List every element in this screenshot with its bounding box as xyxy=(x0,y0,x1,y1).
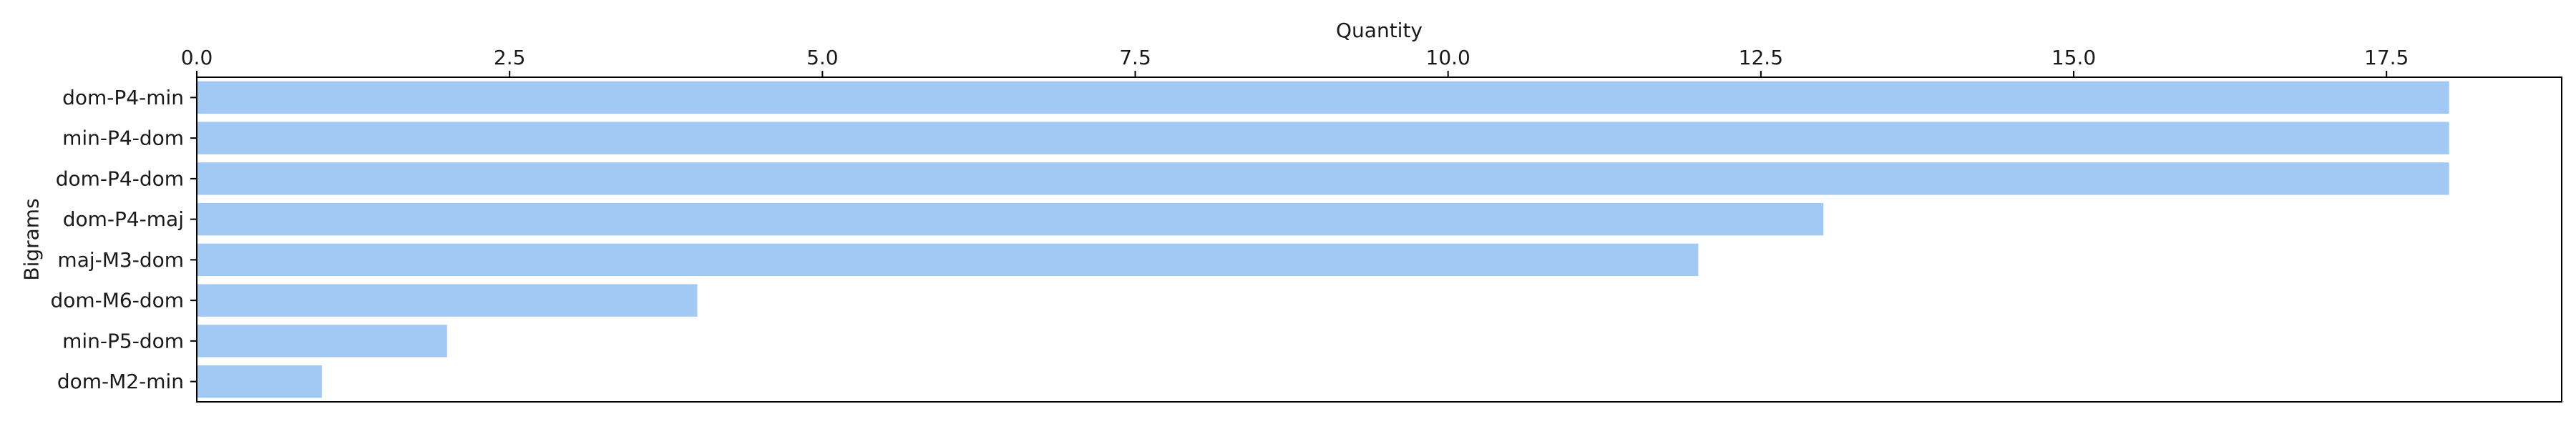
bar-dom-P4-dom xyxy=(197,162,2449,195)
bar-maj-M3-dom xyxy=(197,243,1699,277)
x-tick-label: 0.0 xyxy=(181,46,213,69)
x-tick-label: 5.0 xyxy=(806,46,839,69)
x-tick-label: 2.5 xyxy=(494,46,526,69)
plot-frame xyxy=(196,77,2562,403)
y-tick-label: dom-M2-min xyxy=(57,370,184,393)
y-tick-label: min-P5-dom xyxy=(62,329,184,352)
bar-dom-P4-maj xyxy=(197,202,1824,236)
bar-dom-M2-min xyxy=(197,365,322,398)
y-tick-label: dom-P4-dom xyxy=(56,167,184,190)
bar-dom-M6-dom xyxy=(197,284,698,317)
x-tick-label: 12.5 xyxy=(1739,46,1783,69)
x-tick-label: 7.5 xyxy=(1119,46,1151,69)
bar-min-P5-dom xyxy=(197,325,447,358)
x-tick-label: 15.0 xyxy=(2051,46,2096,69)
y-tick-label: maj-M3-dom xyxy=(57,248,184,272)
bar-dom-P4-min xyxy=(197,81,2449,114)
x-tick-label: 10.0 xyxy=(1426,46,1470,69)
y-ticks-layer: dom-P4-min min-P4-dom dom-P4-dom dom-P4-maj… xyxy=(50,86,197,393)
y-axis-title: Bigrams xyxy=(20,198,44,280)
x-tick-label: 17.5 xyxy=(2364,46,2409,69)
x-axis-title: Quantity xyxy=(1336,19,1423,42)
bar-min-P4-dom xyxy=(197,122,2449,154)
y-tick-label: dom-P4-min xyxy=(62,86,184,109)
x-ticks-layer: 0.0 2.5 5.0 7.5 10.0 12.5 15.0 17.5 xyxy=(181,46,2409,77)
y-tick-label: dom-P4-maj xyxy=(63,207,184,231)
bars-layer xyxy=(197,81,2449,398)
y-tick-label: dom-M6-dom xyxy=(50,289,184,312)
y-tick-label: min-P4-dom xyxy=(62,127,184,150)
